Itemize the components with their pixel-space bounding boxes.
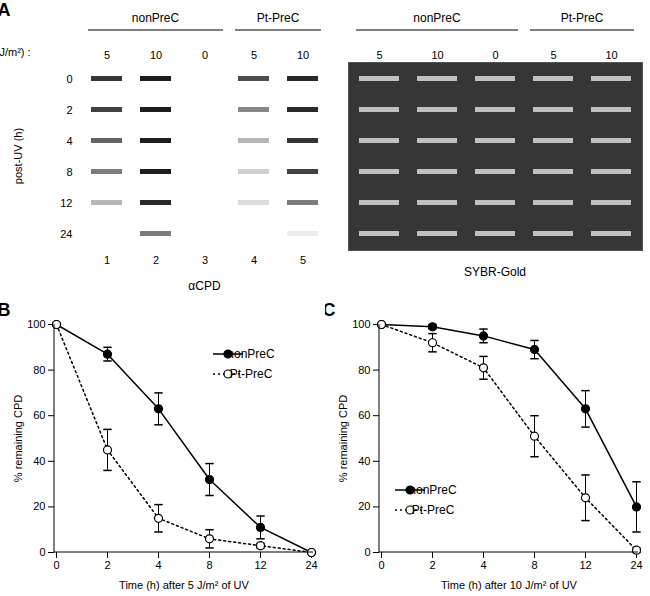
svg-text:8: 8: [66, 166, 72, 178]
svg-text:nonPreC: nonPreC: [409, 483, 457, 497]
svg-text:Pt-PreC: Pt-PreC: [412, 503, 455, 517]
svg-text:SYBR-Gold: SYBR-Gold: [464, 265, 526, 279]
svg-text:20: 20: [358, 500, 370, 512]
svg-text:80: 80: [358, 364, 370, 376]
svg-text:0: 0: [202, 49, 208, 61]
svg-text:2: 2: [104, 559, 110, 571]
svg-text:A: A: [0, 0, 11, 20]
svg-text:0: 0: [39, 546, 45, 558]
svg-text:12: 12: [254, 559, 266, 571]
svg-text:0: 0: [378, 559, 384, 571]
svg-text:100: 100: [27, 318, 45, 330]
svg-text:B: B: [0, 300, 11, 320]
svg-text:12: 12: [579, 559, 591, 571]
svg-text:12: 12: [60, 197, 72, 209]
svg-text:60: 60: [358, 409, 370, 421]
svg-text:5: 5: [251, 49, 257, 61]
svg-text:2: 2: [66, 104, 72, 116]
svg-text:100: 100: [352, 318, 370, 330]
svg-text:10: 10: [605, 49, 617, 61]
svg-text:% remaining CPD: % remaining CPD: [12, 395, 24, 482]
svg-text:8: 8: [206, 559, 212, 571]
svg-text:Pt-PreC: Pt-PreC: [230, 367, 273, 381]
svg-text:40: 40: [358, 455, 370, 467]
svg-text:2: 2: [429, 559, 435, 571]
svg-text:24: 24: [60, 228, 72, 240]
svg-text:5: 5: [300, 254, 306, 266]
svg-text:40: 40: [33, 455, 45, 467]
svg-text:5: 5: [104, 49, 110, 61]
svg-text:60: 60: [33, 409, 45, 421]
svg-text:Pt-PreC: Pt-PreC: [561, 11, 604, 25]
svg-text:Time (h) after 10 J/m² of UV: Time (h) after 10 J/m² of UV: [441, 579, 578, 591]
svg-text:1: 1: [104, 254, 110, 266]
svg-text:4: 4: [66, 135, 72, 147]
svg-text:nonPreC: nonPreC: [227, 347, 275, 361]
svg-text:10: 10: [297, 49, 309, 61]
svg-text:80: 80: [33, 364, 45, 376]
svg-text:20: 20: [33, 500, 45, 512]
svg-text:0: 0: [364, 546, 370, 558]
svg-text:5: 5: [376, 49, 382, 61]
svg-text:10: 10: [431, 49, 443, 61]
svg-text:Time (h) after 5 J/m² of UV: Time (h) after 5 J/m² of UV: [119, 579, 249, 591]
svg-text:24: 24: [630, 559, 642, 571]
svg-text:0: 0: [53, 559, 59, 571]
svg-text:post-UV (h): post-UV (h): [12, 128, 24, 184]
svg-text:4: 4: [251, 254, 257, 266]
svg-text:0: 0: [492, 49, 498, 61]
svg-text:4: 4: [480, 559, 486, 571]
svg-text:% remaining CPD: % remaining CPD: [337, 395, 349, 482]
svg-text:4: 4: [155, 559, 161, 571]
svg-text:3: 3: [202, 254, 208, 266]
svg-text:2: 2: [153, 254, 159, 266]
svg-text:C: C: [325, 300, 336, 320]
svg-text:10: 10: [150, 49, 162, 61]
svg-text:8: 8: [531, 559, 537, 571]
svg-text:0: 0: [66, 73, 72, 85]
svg-text:UV (J/m²) :: UV (J/m²) :: [0, 46, 31, 58]
svg-text:αCPD: αCPD: [188, 279, 221, 293]
svg-text:nonPreC: nonPreC: [413, 11, 461, 25]
svg-text:Pt-PreC: Pt-PreC: [257, 11, 300, 25]
svg-text:5: 5: [550, 49, 556, 61]
svg-text:nonPreC: nonPreC: [132, 11, 180, 25]
svg-text:24: 24: [305, 559, 317, 571]
